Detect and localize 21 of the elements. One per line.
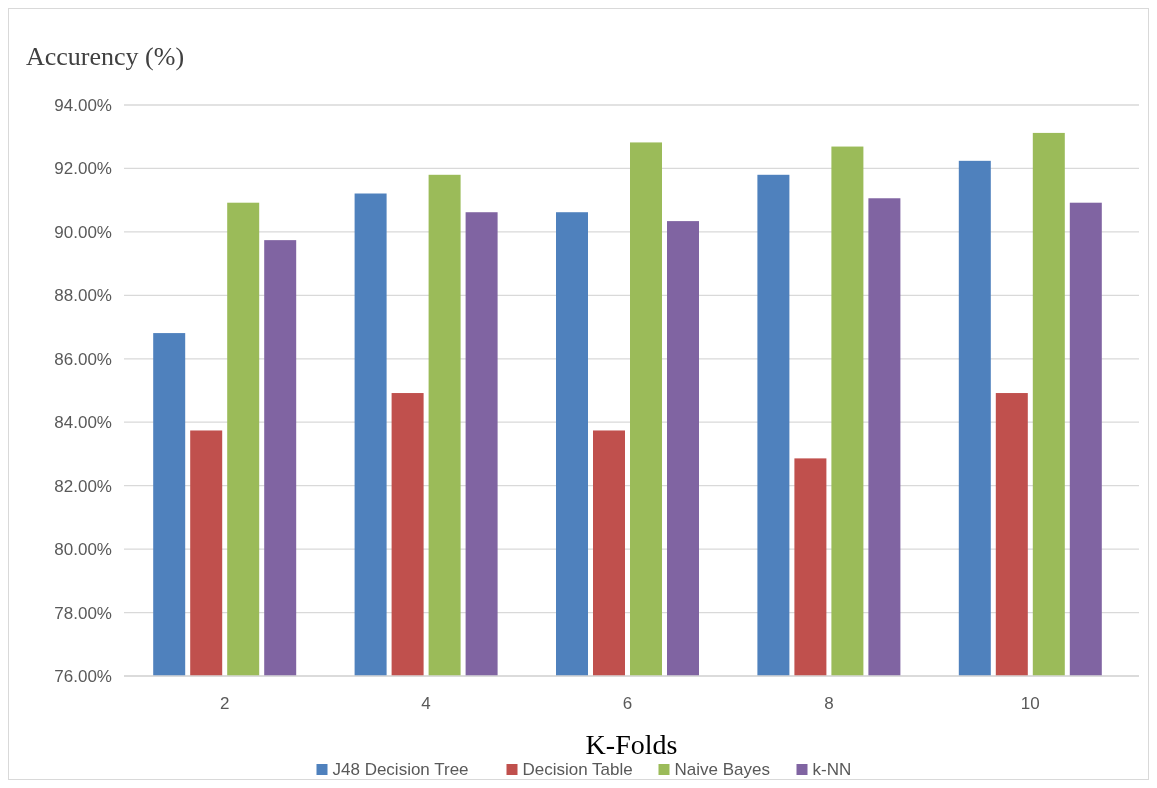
y-tick-label: 78.00%	[54, 603, 112, 623]
y-axis-title: Accurency (%)	[26, 42, 185, 71]
legend-label: Decision Table	[522, 760, 633, 779]
y-tick-label: 82.00%	[54, 476, 112, 496]
x-tick-label: 8	[824, 694, 834, 713]
x-tick-label: 6	[622, 694, 633, 713]
x-tick-label: 10	[1020, 694, 1040, 713]
x-tick-label: 4	[421, 694, 431, 713]
x-axis-title: K-Folds	[585, 729, 678, 760]
legend-label: J48 Decision Tree	[332, 760, 469, 779]
y-tick-label: 88.00%	[54, 286, 112, 306]
y-tick-label: 90.00%	[54, 222, 112, 242]
y-tick-label: 80.00%	[54, 540, 112, 560]
y-tick-label: 86.00%	[54, 349, 112, 369]
legend-label: Naive Bayes	[674, 760, 770, 779]
y-tick-label: 94.00%	[54, 95, 112, 115]
y-tick-label: 76.00%	[54, 666, 112, 686]
legend-label: k-NN	[812, 760, 852, 779]
y-tick-label: 84.00%	[54, 413, 112, 433]
y-tick-label: 92.00%	[54, 159, 112, 179]
x-tick-label: 2	[219, 694, 230, 713]
